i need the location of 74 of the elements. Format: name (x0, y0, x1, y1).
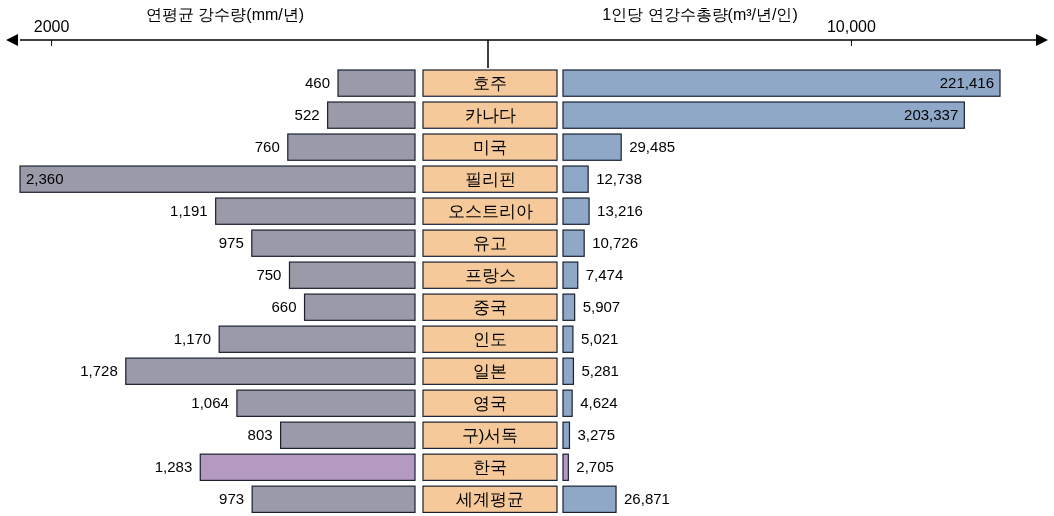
y-tick-label: 중국 (473, 298, 507, 318)
bar (562, 101, 965, 129)
data-label: 975 (218, 234, 244, 252)
data-label: 460 (304, 74, 331, 92)
data-label: 750 (256, 266, 282, 284)
text: 2000 (33, 18, 70, 35)
data-label: 803 (247, 426, 273, 444)
bar (125, 357, 416, 385)
y-tick-label: 필리핀 (464, 170, 516, 190)
y-tick-label: 영국 (473, 394, 507, 414)
data-label: 973 (219, 490, 245, 508)
data-label: 13,216 (597, 202, 643, 220)
bar (562, 357, 575, 385)
y-tick-label: 인도 (473, 330, 507, 350)
data-label: 1,728 (80, 362, 118, 380)
bar (218, 325, 416, 353)
data-label: 29,485 (629, 138, 676, 156)
data-label: 3,275 (577, 426, 616, 444)
x-axis-title: 1인당 연강수총량(m³/년/인) (602, 6, 798, 23)
data-label: 2,360 (26, 170, 64, 188)
bar (562, 325, 574, 353)
data-label: 5,281 (581, 362, 619, 380)
data-label: 1,191 (170, 202, 208, 220)
y-tick-label: 한국 (473, 458, 507, 478)
data-label: 5,021 (580, 330, 619, 348)
data-label: 221,416 (939, 74, 994, 92)
text: 10,000 (826, 18, 876, 35)
bar (287, 133, 416, 161)
bar (215, 197, 416, 225)
y-tick-label: 호주 (473, 74, 507, 94)
data-label: 12,738 (596, 170, 643, 188)
bar (562, 229, 585, 257)
data-label: 2,705 (576, 458, 614, 476)
bar (562, 485, 617, 513)
bar (562, 69, 1001, 97)
y-tick-label: 구)서독 (461, 426, 519, 446)
bar (562, 453, 569, 481)
bar (562, 133, 622, 161)
bar (251, 485, 416, 513)
data-label: 10,726 (592, 234, 639, 252)
bar (199, 453, 416, 481)
bar (337, 69, 416, 97)
bar (562, 261, 579, 289)
data-label: 760 (254, 138, 280, 156)
bar (236, 389, 416, 417)
data-label: 660 (271, 298, 297, 316)
bar (562, 197, 590, 225)
bar (280, 421, 416, 449)
y-tick-label: 유고 (473, 234, 507, 254)
bar (251, 229, 416, 257)
data-label: 1,283 (154, 458, 193, 476)
bar (562, 165, 589, 193)
bar (562, 421, 571, 449)
data-label: 26,871 (624, 490, 670, 508)
bar (303, 293, 416, 321)
data-label: 4,624 (580, 394, 618, 412)
y-tick-label: 일본 (473, 362, 507, 382)
bar (327, 101, 416, 129)
data-label: 522 (294, 106, 320, 124)
x-axis-title: 연평균 강수량(mm/년) (145, 6, 305, 23)
bar (562, 293, 576, 321)
data-label: 7,474 (585, 266, 624, 284)
bar (562, 389, 573, 417)
y-tick-label: 프랑스 (464, 266, 516, 286)
y-tick-label: 오스트리아 (447, 202, 533, 222)
y-tick-label: 미국 (473, 138, 507, 158)
data-label: 5,907 (582, 298, 621, 316)
data-label: 1,064 (191, 394, 229, 412)
data-label: 203,337 (904, 106, 959, 124)
y-tick-label: 카나다 (464, 106, 516, 126)
bar (288, 261, 416, 289)
y-tick-label: 세계평균 (456, 490, 524, 510)
bar (19, 165, 416, 193)
data-label: 1,170 (173, 330, 212, 348)
